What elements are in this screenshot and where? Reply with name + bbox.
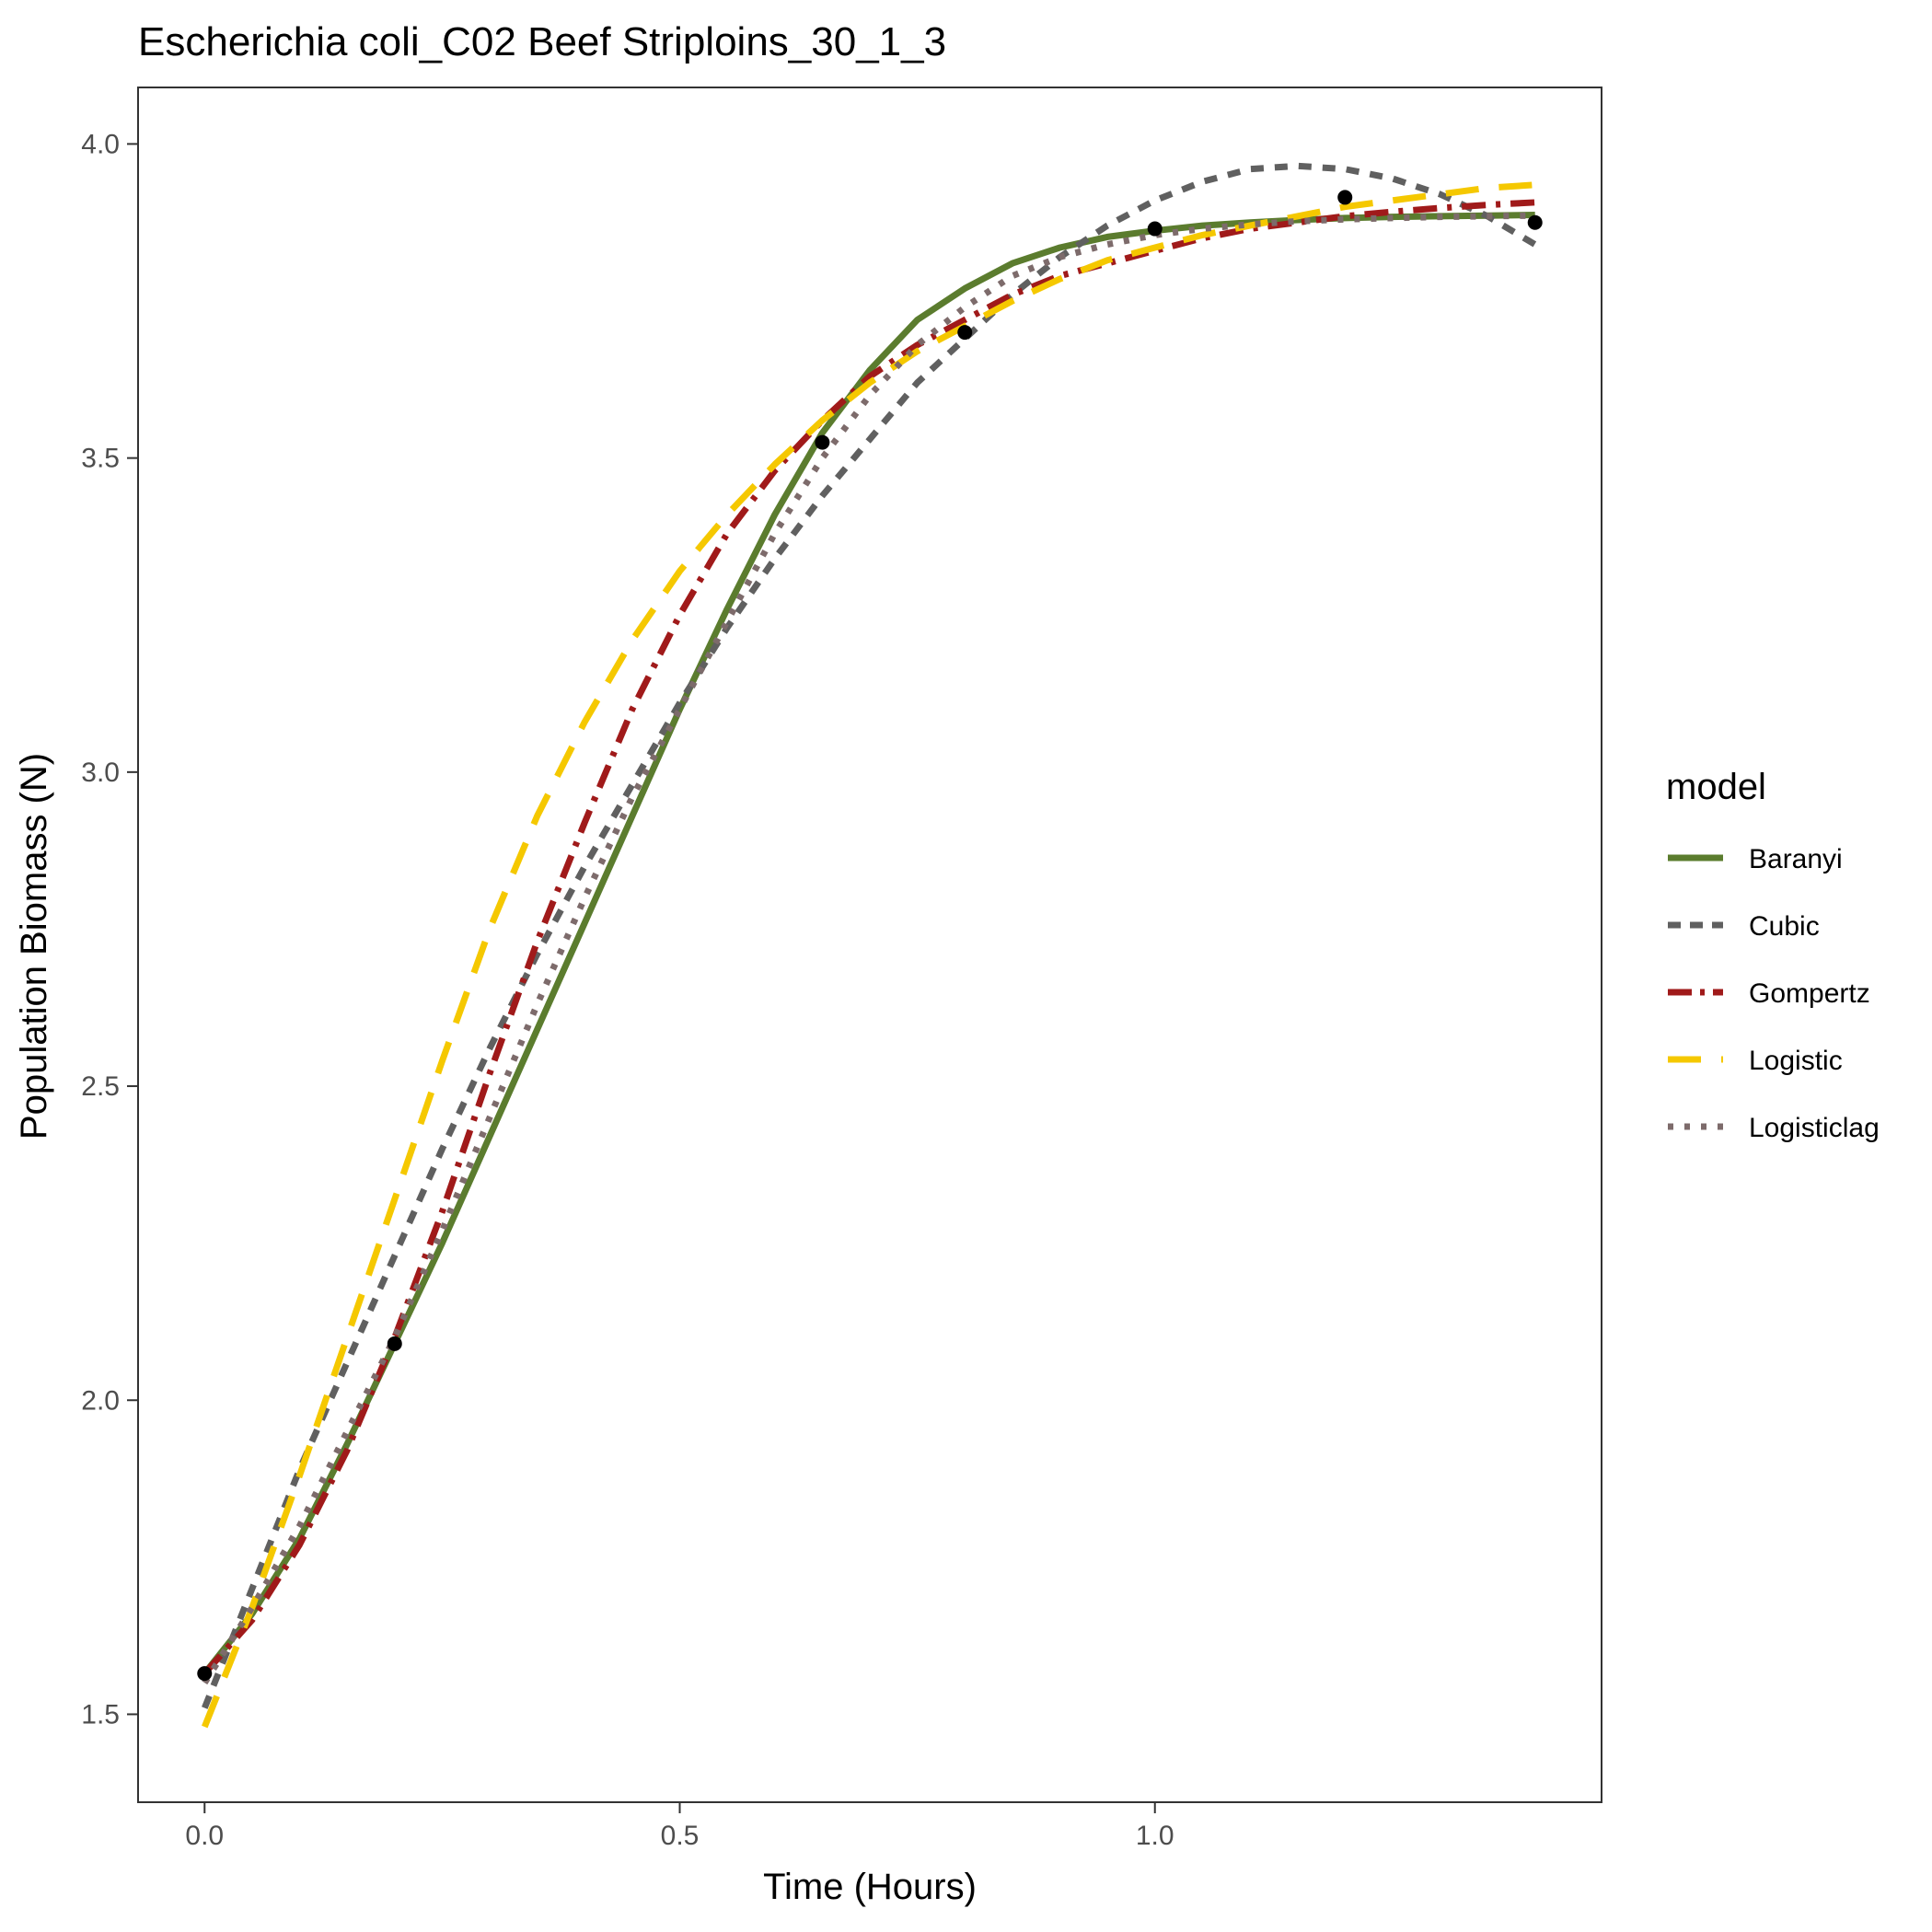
chart-title: Escherichia coli_C02 Beef Striploins_30_… — [138, 19, 946, 64]
y-tick-label: 4.0 — [81, 129, 120, 159]
plot-panel-border — [137, 87, 1602, 1803]
legend-label-gompertz: Gompertz — [1749, 978, 1870, 1009]
y-axis: 1.5 2.0 2.5 3.0 3.5 4.0 — [81, 129, 138, 1730]
legend: model Baranyi Cubic Gompertz Logistic Logist… — [1666, 767, 1880, 1143]
x-axis: 0.0 0.5 1.0 — [185, 1802, 1174, 1851]
data-point-3 — [957, 325, 973, 341]
data-point-5 — [1337, 190, 1353, 205]
data-point-1 — [387, 1336, 402, 1351]
legend-title: model — [1666, 767, 1766, 807]
legend-label-baranyi: Baranyi — [1749, 844, 1843, 874]
points-layer — [197, 190, 1543, 1682]
y-tick-label: 3.5 — [81, 444, 120, 474]
data-point-0 — [197, 1666, 213, 1682]
y-tick-label: 3.0 — [81, 758, 120, 788]
y-tick-label: 1.5 — [81, 1699, 120, 1730]
data-point-4 — [1147, 221, 1163, 237]
x-tick-label: 0.5 — [661, 1821, 700, 1851]
series-line-baranyi — [202, 212, 1535, 1676]
series-line-gompertz — [202, 199, 1535, 1676]
data-point-6 — [1527, 214, 1543, 230]
x-tick-label: 0.0 — [185, 1821, 224, 1851]
legend-label-logisticlag: Logisticlag — [1749, 1113, 1880, 1143]
legend-label-cubic: Cubic — [1749, 911, 1820, 942]
series-line-logistic — [202, 181, 1535, 1729]
y-axis-title: Population Biomass (N) — [14, 753, 54, 1140]
series-layer — [202, 162, 1537, 1729]
x-tick-label: 1.0 — [1136, 1821, 1174, 1851]
y-tick-label: 2.5 — [81, 1071, 120, 1102]
x-axis-title: Time (Hours) — [763, 1867, 977, 1907]
series-line-cubic — [202, 162, 1537, 1709]
data-point-2 — [815, 434, 830, 450]
legend-label-logistic: Logistic — [1749, 1046, 1843, 1076]
y-tick-label: 2.0 — [81, 1385, 120, 1416]
